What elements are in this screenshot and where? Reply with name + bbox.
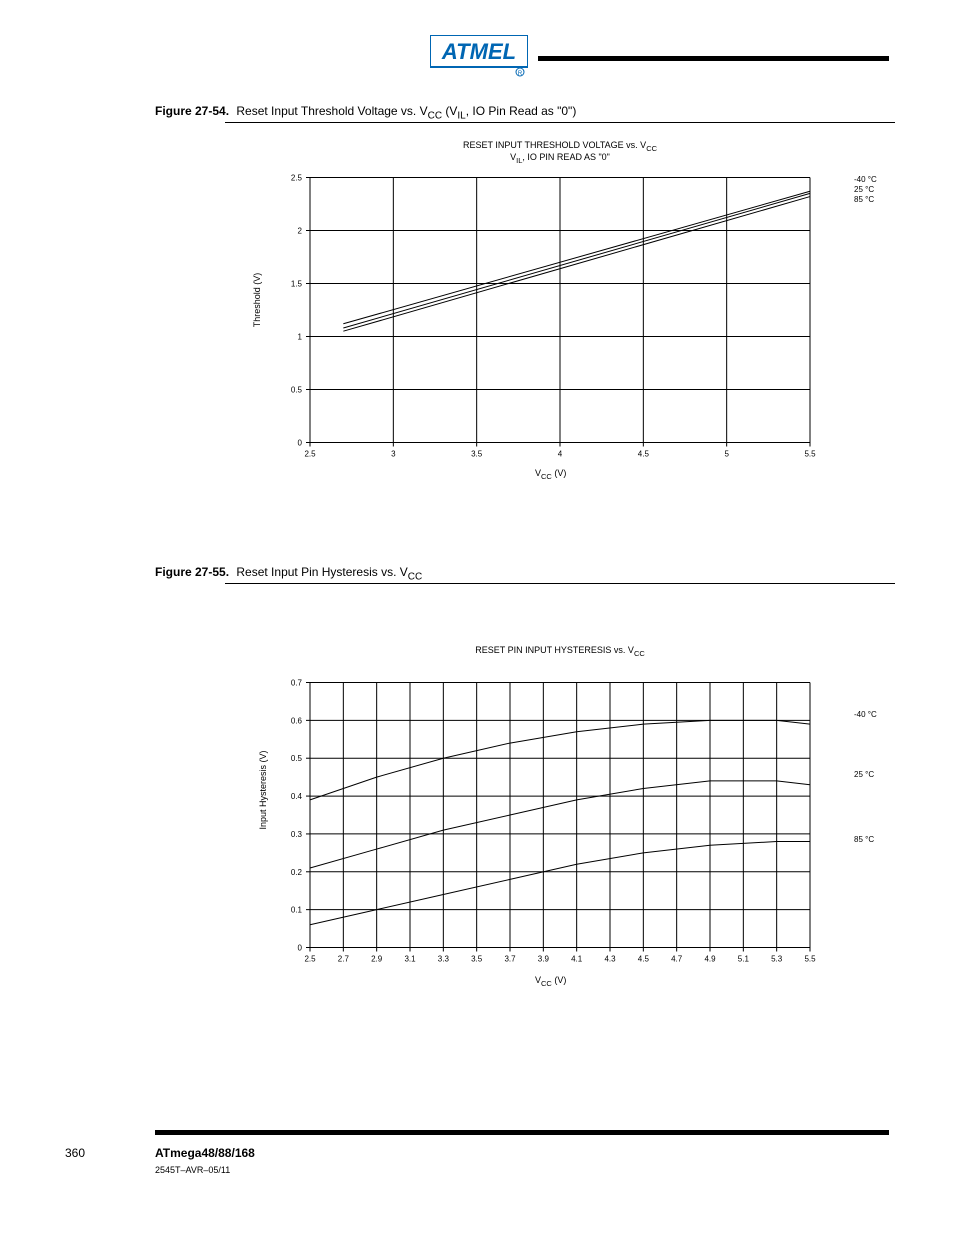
header-rule — [538, 56, 889, 61]
atmel-logo: ATMEL R — [430, 35, 528, 82]
svg-text:0.2: 0.2 — [291, 868, 303, 877]
figure-2-rule — [225, 583, 895, 584]
figure-1-chart: RESET INPUT THRESHOLD VOLTAGE vs. VCC VI… — [225, 140, 895, 530]
svg-text:2.5: 2.5 — [291, 174, 303, 183]
figure-1-series-label: 25 °C — [854, 185, 874, 194]
figure-1-series-label: -40 °C — [854, 175, 877, 184]
logo-text: ATMEL — [441, 39, 516, 64]
svg-text:4.1: 4.1 — [571, 955, 583, 964]
svg-text:0: 0 — [298, 439, 303, 448]
svg-text:4.3: 4.3 — [604, 955, 616, 964]
svg-text:0.5: 0.5 — [291, 386, 303, 395]
svg-text:2.7: 2.7 — [338, 955, 350, 964]
svg-text:2.5: 2.5 — [304, 450, 316, 459]
svg-text:0.3: 0.3 — [291, 830, 303, 839]
figure-2-plot-area: 2.5 2.7 2.9 3.1 3.3 3.5 3.7 3.9 4.1 4.3 4.5 4.7 4.9 5… — [280, 675, 840, 975]
figure-1-plot-area: 2.5 3 3.5 4 4.5 5 5.5 0 0.5 1 1.5 2 2.5 — [280, 170, 840, 470]
figure-1-x-axis-label: VCC (V) — [535, 468, 566, 481]
svg-text:1.5: 1.5 — [291, 280, 303, 289]
svg-text:4.5: 4.5 — [638, 955, 650, 964]
svg-text:3.7: 3.7 — [504, 955, 516, 964]
svg-text:1: 1 — [298, 333, 303, 342]
svg-text:5: 5 — [724, 450, 729, 459]
svg-text:2.9: 2.9 — [371, 955, 383, 964]
svg-text:4.9: 4.9 — [704, 955, 716, 964]
svg-text:4.5: 4.5 — [638, 450, 650, 459]
figure-1-y-axis-label: Threshold (V) — [252, 250, 262, 350]
figure-1-caption: Figure 27-54. Reset Input Threshold Volt… — [155, 104, 576, 121]
figure-1-series-label: 85 °C — [854, 195, 874, 204]
figure-1-chart-subtitle: VIL, IO PIN READ AS "0" — [510, 152, 610, 165]
svg-text:5.3: 5.3 — [771, 955, 783, 964]
svg-text:2: 2 — [298, 227, 303, 236]
document-reference: ATmega48/88/168 — [155, 1146, 255, 1160]
page-number: 360 — [65, 1146, 85, 1160]
svg-text:3.5: 3.5 — [471, 450, 483, 459]
figure-2-chart-title: RESET PIN INPUT HYSTERESIS vs. VCC — [475, 645, 645, 658]
svg-text:3.5: 3.5 — [471, 955, 483, 964]
svg-text:4: 4 — [558, 450, 563, 459]
svg-text:0: 0 — [298, 944, 303, 953]
svg-text:3: 3 — [391, 450, 396, 459]
svg-text:0.1: 0.1 — [291, 906, 303, 915]
page-header: ATMEL R — [0, 35, 954, 82]
svg-text:0.4: 0.4 — [291, 792, 303, 801]
svg-text:3.3: 3.3 — [438, 955, 450, 964]
figure-2-chart: RESET PIN INPUT HYSTERESIS vs. VCC Input… — [225, 600, 895, 1000]
figure-1-rule — [225, 122, 895, 123]
figure-2-series-label: -40 °C — [854, 710, 877, 719]
figure-2-series-label: 85 °C — [854, 835, 874, 844]
svg-text:0.6: 0.6 — [291, 716, 303, 725]
svg-text:R: R — [518, 71, 523, 77]
figure-2-series-label: 25 °C — [854, 770, 874, 779]
figure-2-caption: Figure 27-55. Reset Input Pin Hysteresis… — [155, 565, 422, 582]
svg-text:5.1: 5.1 — [738, 955, 750, 964]
svg-text:0.5: 0.5 — [291, 754, 303, 763]
document-id: 2545T–AVR–05/11 — [155, 1165, 230, 1175]
footer-rule — [155, 1130, 889, 1135]
svg-text:0.7: 0.7 — [291, 679, 303, 688]
svg-text:4.7: 4.7 — [671, 955, 683, 964]
figure-2-x-axis-label: VCC (V) — [535, 975, 566, 988]
svg-text:5.5: 5.5 — [804, 955, 816, 964]
svg-text:3.1: 3.1 — [404, 955, 416, 964]
svg-text:3.9: 3.9 — [538, 955, 550, 964]
figure-2-y-axis-label: Input Hysteresis (V) — [258, 730, 268, 850]
svg-text:5.5: 5.5 — [804, 450, 816, 459]
svg-text:2.5: 2.5 — [304, 955, 316, 964]
figure-1-chart-title: RESET INPUT THRESHOLD VOLTAGE vs. VCC — [463, 140, 657, 153]
